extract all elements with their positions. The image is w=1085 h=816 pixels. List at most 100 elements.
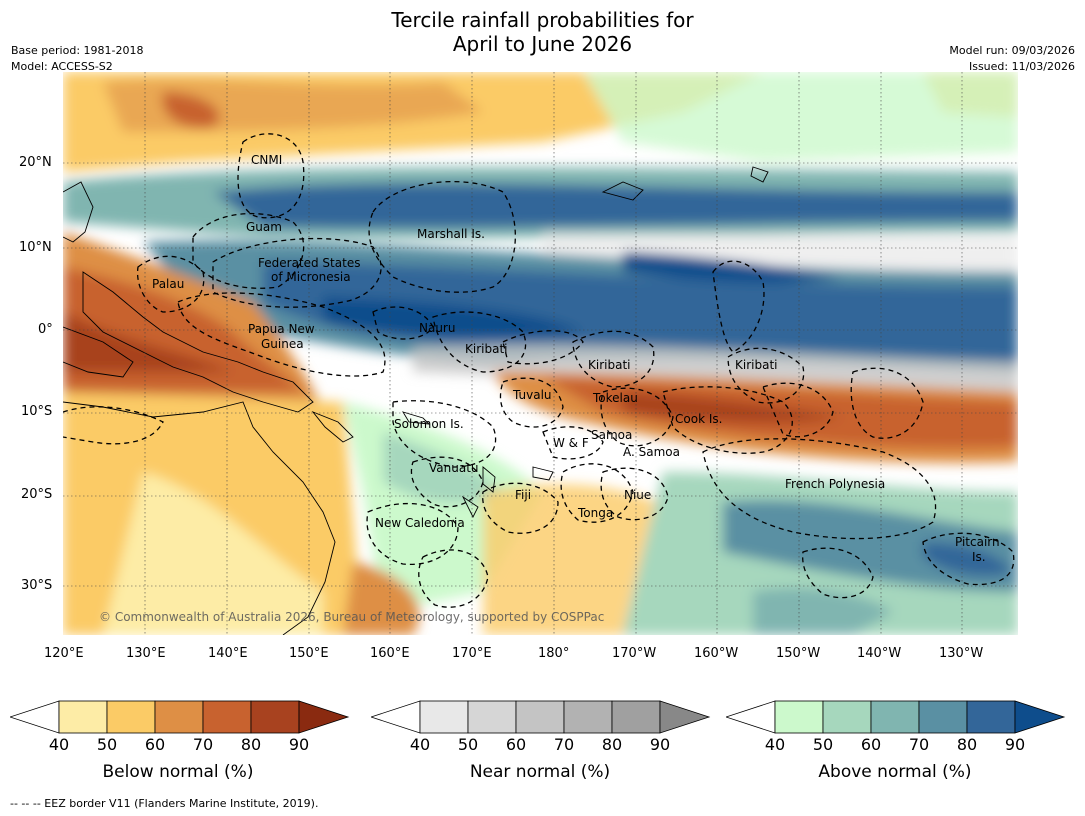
- lat-tick-10n: 10°N: [19, 240, 52, 255]
- eez-footnote: -- -- -- EEZ border V11 (Flanders Marine…: [10, 797, 319, 810]
- cbar-near-seg-5: [611, 700, 661, 734]
- lon-tick-170e: 170°E: [452, 646, 492, 661]
- eez-borders: [63, 133, 1015, 608]
- label-fsm-1: Federated States: [258, 256, 360, 270]
- model-run: Model run: 09/03/2026: [949, 44, 1075, 57]
- cbar-below-seg-3: [154, 700, 204, 734]
- cbar-above-seg-1: [774, 700, 824, 734]
- label-kiribati-west: Kiribati: [465, 342, 507, 356]
- cbar-below-seg-6: [298, 700, 350, 734]
- cbar-above-seg-4: [918, 700, 968, 734]
- label-cnmi: CNMI: [251, 153, 282, 167]
- label-png-1: Papua New: [248, 322, 315, 336]
- label-tonga: Tonga: [577, 506, 613, 520]
- label-marshall: Marshall Is.: [417, 227, 485, 241]
- cbar-below-seg-2: [106, 700, 156, 734]
- label-cook-islands: Cook Is.: [675, 412, 722, 426]
- lon-tick-140e: 140°E: [208, 646, 248, 661]
- colorbar-below-normal: [10, 700, 350, 734]
- cbar-above-seg-0: [726, 700, 776, 734]
- lon-tick-150e: 150°E: [289, 646, 329, 661]
- lon-tick-130e: 130°E: [126, 646, 166, 661]
- label-pitcairn-2: Is.: [972, 550, 986, 564]
- label-guam: Guam: [246, 220, 282, 234]
- label-niue: Niue: [624, 488, 651, 502]
- lat-tick-0: 0°: [38, 322, 53, 337]
- lon-tick-140w: 140°W: [857, 646, 902, 661]
- base-period: Base period: 1981-2018: [11, 44, 144, 57]
- label-tuvalu: Tuvalu: [512, 388, 552, 402]
- cbar-below-seg-1: [58, 700, 108, 734]
- cbar-below-tick-40: 40: [48, 735, 70, 754]
- probability-map: CNMI Guam Marshall Is. Federated States …: [63, 72, 1018, 635]
- cbar-near-tick-40: 40: [409, 735, 431, 754]
- chart-title: Tercile rainfall probabilities for: [391, 8, 694, 32]
- cbar-near-tick-60: 60: [505, 735, 527, 754]
- cbar-above-seg-6: [1014, 700, 1066, 734]
- cbar-below-label: Below normal (%): [102, 762, 254, 782]
- cbar-near-tick-90: 90: [649, 735, 671, 754]
- model-name: Model: ACCESS-S2: [11, 60, 113, 73]
- cbar-above-tick-60: 60: [860, 735, 882, 754]
- label-solomon: Solomon Is.: [394, 417, 464, 431]
- copyright-credit: © Commonwealth of Australia 2026, Bureau…: [99, 610, 604, 624]
- label-wallis-futuna: W & F: [553, 436, 589, 450]
- lon-tick-130w: 130°W: [939, 646, 984, 661]
- cbar-near-label: Near normal (%): [469, 762, 611, 782]
- colorbar-above-normal: [726, 700, 1066, 734]
- cbar-below-tick-70: 70: [192, 735, 214, 754]
- cbar-below-tick-60: 60: [144, 735, 166, 754]
- lon-tick-180: 180°: [538, 646, 570, 661]
- label-png-2: Guinea: [261, 337, 304, 351]
- lon-tick-150w: 150°W: [776, 646, 821, 661]
- lat-tick-20s: 20°S: [21, 487, 53, 502]
- label-samoa: Samoa: [591, 428, 632, 442]
- label-nauru: Nauru: [419, 321, 455, 335]
- lon-tick-120e: 120°E: [44, 646, 84, 661]
- cbar-below-seg-4: [202, 700, 252, 734]
- cbar-above-seg-2: [822, 700, 872, 734]
- probability-fields: [63, 72, 1018, 635]
- cbar-above-seg-5: [966, 700, 1016, 734]
- cbar-near-tick-70: 70: [553, 735, 575, 754]
- chart-subtitle: April to June 2026: [452, 32, 633, 56]
- cbar-below-seg-0: [10, 700, 60, 734]
- cbar-above-tick-40: 40: [764, 735, 786, 754]
- label-tokelau: Tokelau: [592, 391, 638, 405]
- region-labels: CNMI Guam Marshall Is. Federated States …: [152, 153, 1000, 564]
- label-american-samoa: A. Samoa: [623, 445, 680, 459]
- cbar-below-tick-50: 50: [96, 735, 118, 754]
- label-fsm-2: of Micronesia: [271, 270, 351, 284]
- colorbar-near-normal: [371, 700, 711, 734]
- label-pitcairn-1: Pitcairn: [955, 535, 1000, 549]
- cbar-near-tick-80: 80: [601, 735, 623, 754]
- cbar-below-tick-80: 80: [240, 735, 262, 754]
- cbar-above-seg-3: [870, 700, 920, 734]
- lon-tick-160w: 160°W: [694, 646, 739, 661]
- lat-tick-20n: 20°N: [19, 155, 52, 170]
- cbar-above-tick-70: 70: [908, 735, 930, 754]
- cbar-near-seg-4: [563, 700, 613, 734]
- label-french-polynesia: French Polynesia: [785, 477, 885, 491]
- label-kiribati-east: Kiribati: [735, 358, 777, 372]
- cbar-near-seg-2: [467, 700, 517, 734]
- lon-tick-170w: 170°W: [612, 646, 657, 661]
- cbar-below-tick-90: 90: [288, 735, 310, 754]
- lat-tick-10s: 10°S: [21, 404, 53, 419]
- label-palau: Palau: [152, 277, 184, 291]
- cbar-near-seg-0: [371, 700, 421, 734]
- label-fiji: Fiji: [515, 488, 531, 502]
- cbar-above-tick-80: 80: [956, 735, 978, 754]
- cbar-near-seg-1: [419, 700, 469, 734]
- label-new-caledonia: New Caledonia: [375, 516, 465, 530]
- graticule: [63, 72, 1018, 635]
- cbar-above-tick-90: 90: [1004, 735, 1026, 754]
- cbar-near-tick-50: 50: [457, 735, 479, 754]
- cbar-above-tick-50: 50: [812, 735, 834, 754]
- label-vanuatu: Vanuatu: [429, 461, 479, 475]
- cbar-near-seg-3: [515, 700, 565, 734]
- label-kiribati-central: Kiribati: [588, 358, 630, 372]
- issued-date: Issued: 11/03/2026: [968, 60, 1075, 73]
- lat-tick-30s: 30°S: [21, 578, 53, 593]
- cbar-above-label: Above normal (%): [818, 762, 972, 782]
